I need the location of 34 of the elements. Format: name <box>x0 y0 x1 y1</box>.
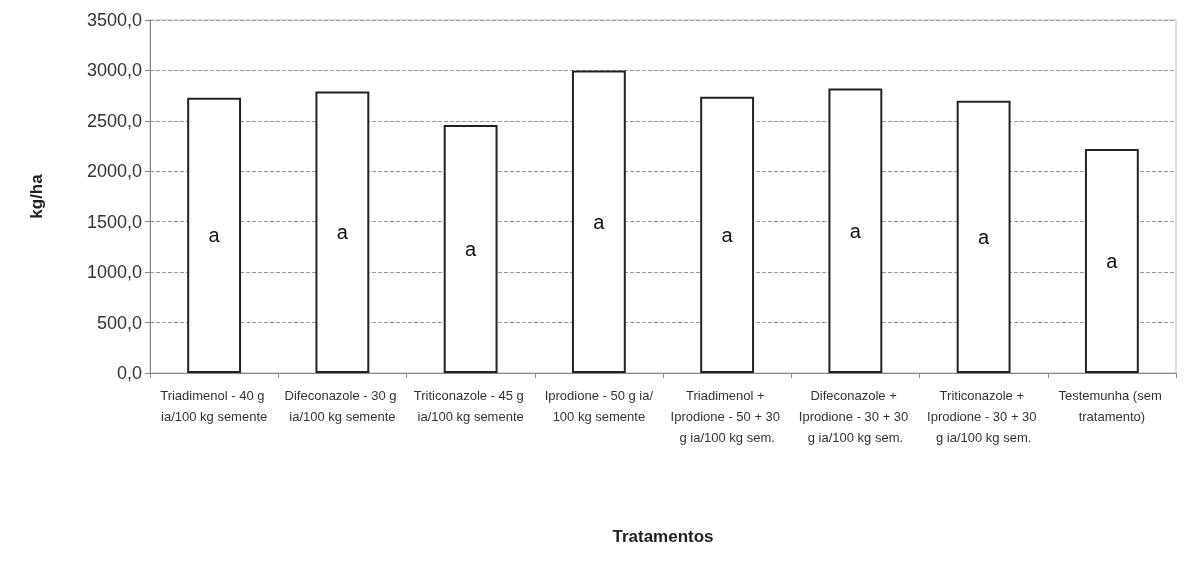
y-tick-label: 3500,0 <box>86 10 142 30</box>
bar <box>315 91 370 373</box>
x-tick-label: Triadimenol + Iprodione - 50 + 30 g ia/100 kg sem. <box>670 388 784 445</box>
x-axis-title: Tratamentos <box>612 527 714 546</box>
y-tick-label: 2500,0 <box>86 110 142 131</box>
y-tick-label: 3000,0 <box>86 60 142 81</box>
annotation: a <box>465 237 478 260</box>
annotation: a <box>593 210 606 233</box>
annotation: a <box>721 223 734 246</box>
x-tick-label: Triadimenol - 40 g ia/100 kg semente <box>160 388 269 424</box>
annotation: a <box>849 219 862 242</box>
x-tick-label: Difeconazole - 30 g ia/100 kg semente <box>284 388 401 424</box>
annotation: a <box>336 221 349 244</box>
bar <box>956 100 1011 373</box>
bar <box>700 96 755 373</box>
bar <box>187 97 242 373</box>
y-axis-title: kg/ha <box>27 173 46 219</box>
y-tick-label: 2000,0 <box>86 161 142 182</box>
x-tick-label: Triticonazole + Iprodione - 30 + 30 g ia/100 kg sem. <box>927 388 1041 445</box>
x-tick-label: Triticonazole - 45 g ia/100 kg semente <box>413 388 528 424</box>
x-tick-label: Difeconazole + Iprodione - 30 + 30 g ia/100 kg sem. <box>798 388 912 445</box>
bar <box>1084 149 1139 373</box>
bar <box>443 124 498 373</box>
annotation: a <box>208 224 221 247</box>
y-tick-label: 1000,0 <box>86 262 142 283</box>
y-tick-label: 500,0 <box>96 312 142 333</box>
x-tick-label: Testemunha (sem tratamento) <box>1058 388 1166 424</box>
y-tick-label: 1500,0 <box>86 211 142 232</box>
y-tick-label: 0,0 <box>116 363 142 383</box>
annotation: a <box>1106 250 1119 273</box>
bar <box>571 70 626 373</box>
annotation: a <box>978 225 991 248</box>
x-tick-label: Iprodione - 50 g ia/100 kg semente <box>544 388 654 424</box>
bar <box>828 88 883 373</box>
